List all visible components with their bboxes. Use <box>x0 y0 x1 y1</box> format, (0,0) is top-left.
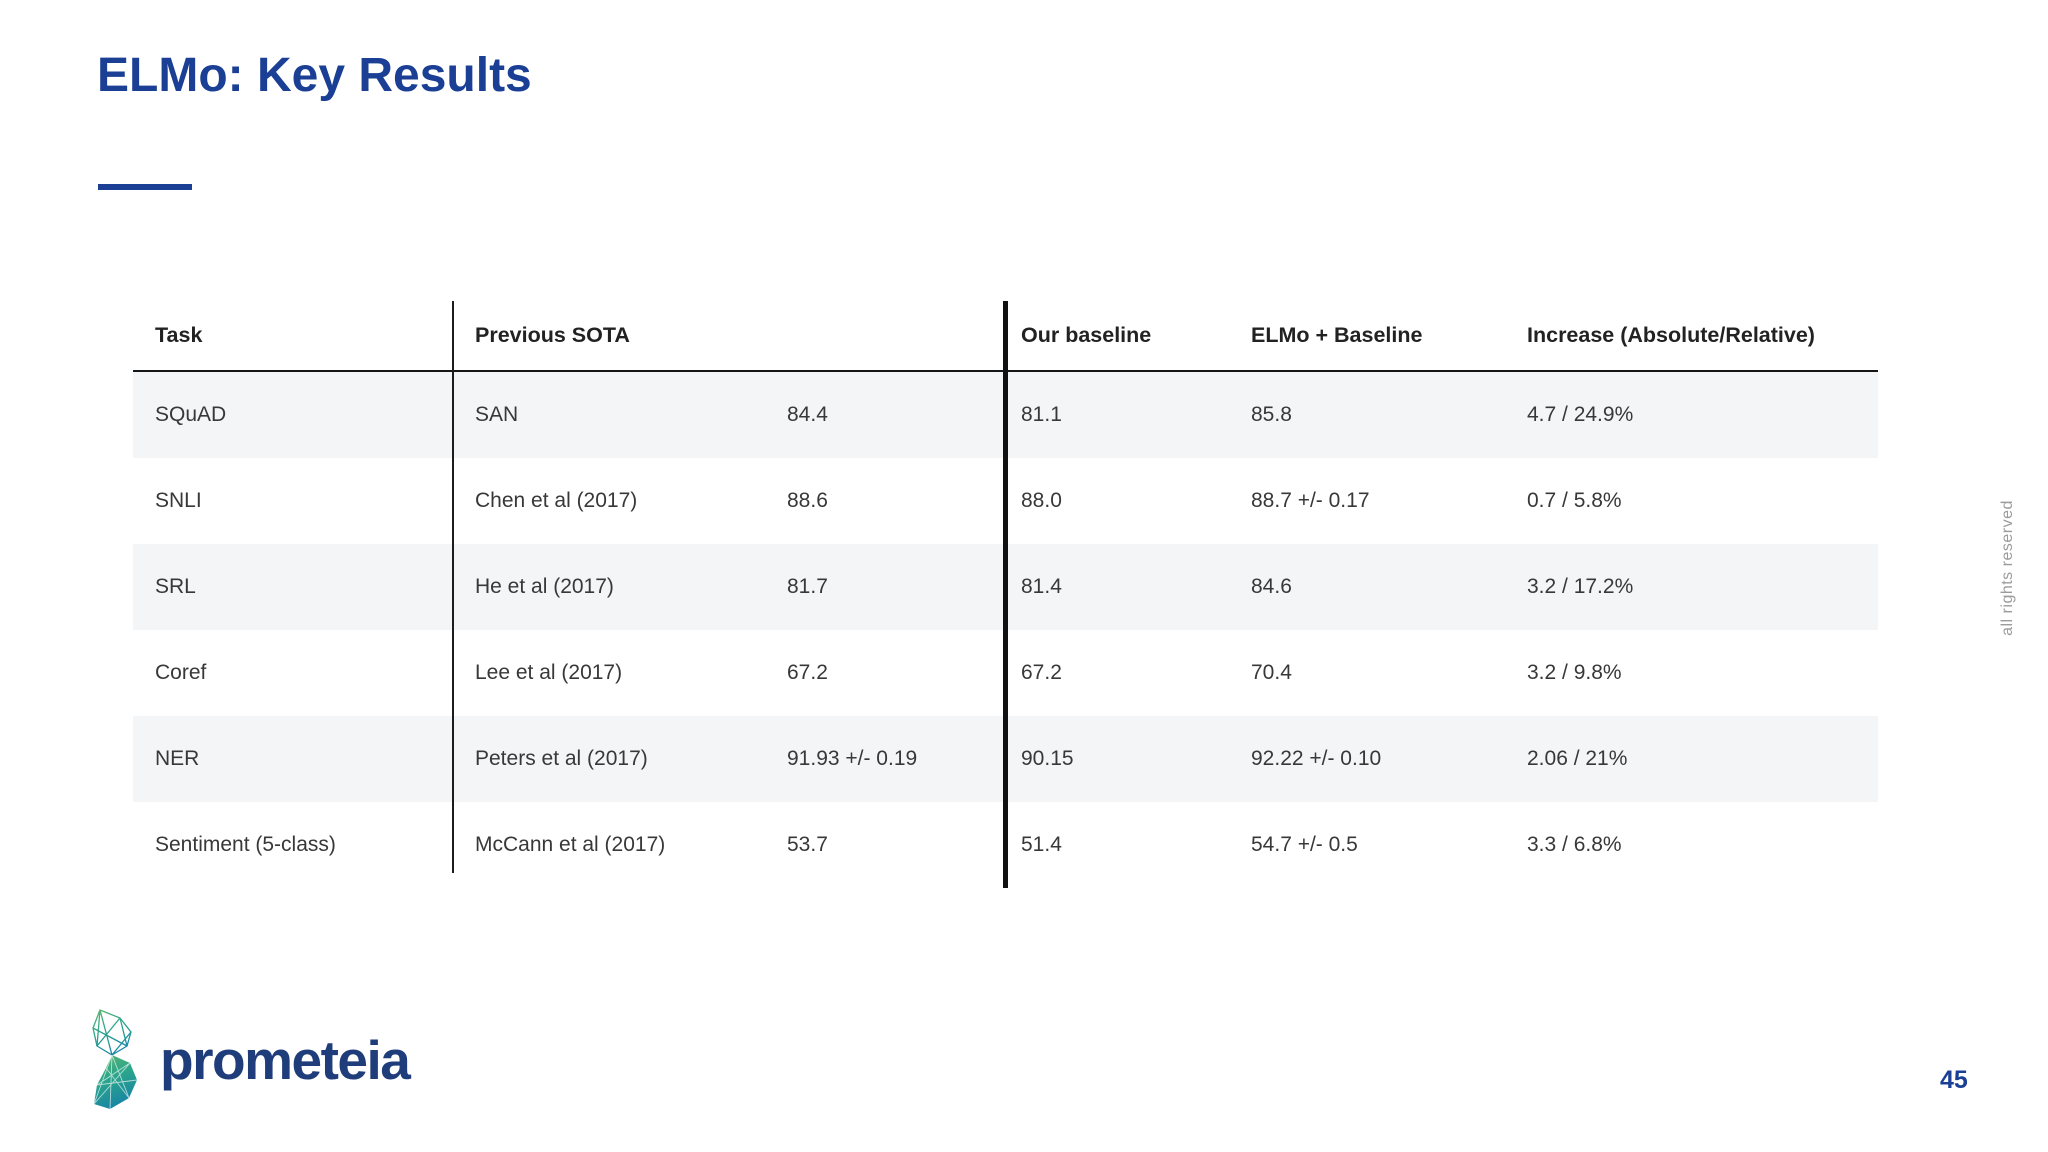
prometeia-logo-icon <box>92 1009 138 1110</box>
cell-sota-method: Chen et al (2017) <box>475 489 638 512</box>
rights-watermark: all rights reserved <box>1999 500 2016 636</box>
cell-increase: 0.7 / 5.8% <box>1527 489 1622 512</box>
cell-task: SNLI <box>155 489 202 512</box>
prometeia-wordmark: prometeia <box>160 1029 411 1091</box>
header-previous-sota: Previous SOTA <box>475 322 630 347</box>
cell-task: SQuAD <box>155 403 227 426</box>
cell-our-baseline: 81.1 <box>1021 403 1062 426</box>
page-title: ELMo: Key Results <box>97 49 532 102</box>
cell-our-baseline: 51.4 <box>1021 833 1062 856</box>
header-task: Task <box>155 322 203 347</box>
cell-sota-method: SAN <box>475 403 519 426</box>
cell-sota-score: 81.7 <box>787 575 828 598</box>
cell-increase: 3.2 / 9.8% <box>1527 661 1622 684</box>
cell-increase: 4.7 / 24.9% <box>1527 403 1634 426</box>
cell-our-baseline: 88.0 <box>1021 489 1062 512</box>
column-divider-thin <box>452 301 454 873</box>
cell-task: Coref <box>155 661 207 684</box>
page-number: 45 <box>1940 1066 1968 1094</box>
cell-elmo-baseline: 85.8 <box>1251 403 1292 426</box>
results-table: Task Previous SOTA Our baseline ELMo + B… <box>133 298 1878 888</box>
header-our-baseline: Our baseline <box>1021 322 1152 347</box>
cell-elmo-baseline: 54.7 +/- 0.5 <box>1251 833 1358 856</box>
cell-task: SRL <box>155 575 196 598</box>
cell-increase: 2.06 / 21% <box>1527 747 1628 770</box>
cell-sota-score: 84.4 <box>787 403 828 426</box>
cell-task: NER <box>155 747 200 770</box>
table-header-row: Task Previous SOTA Our baseline ELMo + B… <box>133 298 1878 372</box>
cell-sota-score: 91.93 +/- 0.19 <box>787 747 918 770</box>
cell-our-baseline: 81.4 <box>1021 575 1062 598</box>
cell-elmo-baseline: 84.6 <box>1251 575 1292 598</box>
header-increase: Increase (Absolute/Relative) <box>1527 322 1815 347</box>
cell-sota-method: Peters et al (2017) <box>475 747 648 770</box>
prometeia-logo: prometeia <box>84 1006 424 1116</box>
table-row: Sentiment (5-class) McCann et al (2017) … <box>133 802 1878 888</box>
table-row: SNLI Chen et al (2017) 88.6 88.0 88.7 +/… <box>133 458 1878 544</box>
cell-elmo-baseline: 92.22 +/- 0.10 <box>1251 747 1382 770</box>
cell-sota-method: Lee et al (2017) <box>475 661 623 684</box>
cell-sota-score: 88.6 <box>787 489 828 512</box>
title-underline <box>98 184 192 190</box>
cell-elmo-baseline: 70.4 <box>1251 661 1292 684</box>
header-elmo-baseline: ELMo + Baseline <box>1251 322 1423 347</box>
cell-sota-method: McCann et al (2017) <box>475 833 666 856</box>
table-row: Coref Lee et al (2017) 67.2 67.2 70.4 3.… <box>133 630 1878 716</box>
cell-sota-score: 53.7 <box>787 833 828 856</box>
cell-our-baseline: 90.15 <box>1021 747 1074 770</box>
cell-sota-method: He et al (2017) <box>475 575 614 598</box>
cell-our-baseline: 67.2 <box>1021 661 1062 684</box>
cell-elmo-baseline: 88.7 +/- 0.17 <box>1251 489 1370 512</box>
cell-sota-score: 67.2 <box>787 661 828 684</box>
column-divider-thick <box>1003 301 1008 888</box>
cell-increase: 3.3 / 6.8% <box>1527 833 1622 856</box>
cell-increase: 3.2 / 17.2% <box>1527 575 1634 598</box>
cell-task: Sentiment (5-class) <box>155 833 336 856</box>
